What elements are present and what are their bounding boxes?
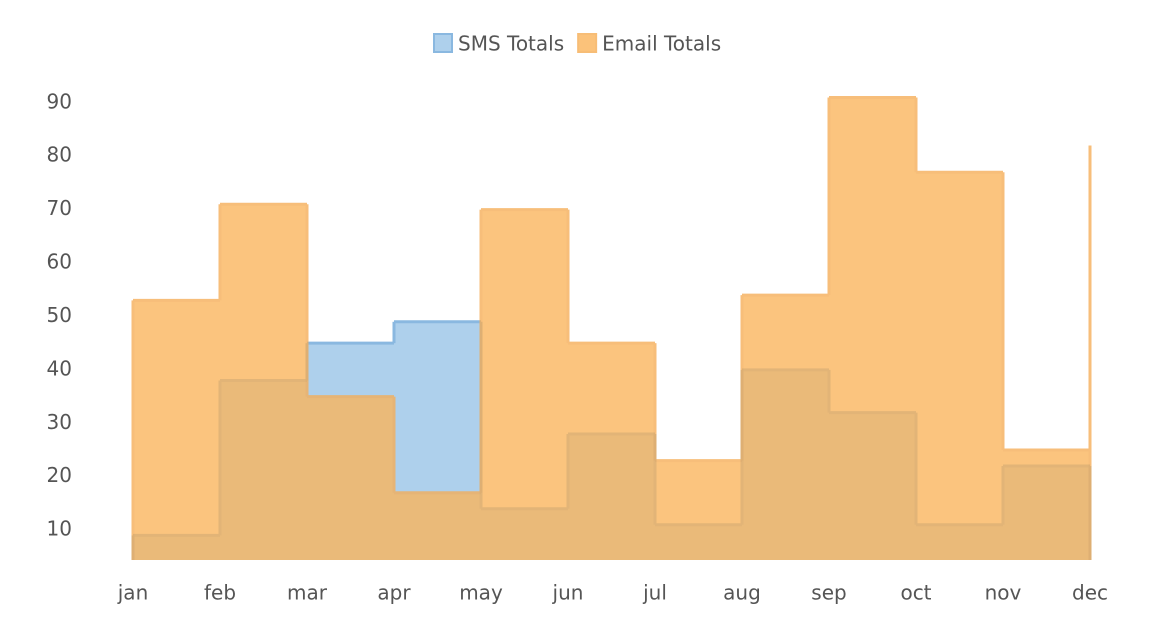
x-tick-label: sep bbox=[811, 581, 846, 605]
y-tick-label: 80 bbox=[47, 143, 72, 167]
step-area bbox=[394, 492, 481, 560]
y-tick-label: 10 bbox=[47, 517, 72, 541]
step-area bbox=[1003, 449, 1090, 560]
step-area bbox=[568, 343, 655, 560]
y-tick-label: 70 bbox=[47, 196, 72, 220]
x-tick-label: aug bbox=[723, 581, 761, 605]
y-tick-label: 90 bbox=[47, 89, 72, 113]
x-tick-label: apr bbox=[377, 581, 411, 605]
y-tick-label: 20 bbox=[47, 463, 72, 487]
legend-label: SMS Totals bbox=[458, 32, 564, 56]
y-tick-label: 60 bbox=[47, 250, 72, 274]
step-area bbox=[916, 172, 1003, 560]
step-area bbox=[829, 97, 916, 560]
x-tick-label: oct bbox=[900, 581, 931, 605]
x-tick-label: jun bbox=[552, 581, 584, 605]
step-area bbox=[481, 209, 568, 561]
step-area bbox=[307, 396, 394, 560]
x-tick-label: jul bbox=[642, 581, 667, 605]
x-tick-label: mar bbox=[287, 581, 328, 605]
y-tick-label: 40 bbox=[47, 356, 72, 380]
x-tick-label: feb bbox=[204, 581, 236, 605]
y-tick-label: 30 bbox=[47, 410, 72, 434]
legend-label: Email Totals bbox=[602, 32, 721, 56]
x-tick-label: dec bbox=[1072, 581, 1108, 605]
x-tick-label: may bbox=[459, 581, 503, 605]
legend-swatch bbox=[577, 33, 598, 53]
step-area bbox=[742, 295, 829, 560]
step-area bbox=[133, 300, 220, 560]
x-tick-label: nov bbox=[985, 581, 1022, 605]
step-area bbox=[655, 460, 742, 560]
step-area bbox=[220, 204, 307, 560]
legend-swatch bbox=[433, 33, 453, 53]
y-tick-label: 50 bbox=[47, 303, 72, 327]
x-tick-label: jan bbox=[117, 581, 149, 605]
series bbox=[131, 95, 1092, 561]
